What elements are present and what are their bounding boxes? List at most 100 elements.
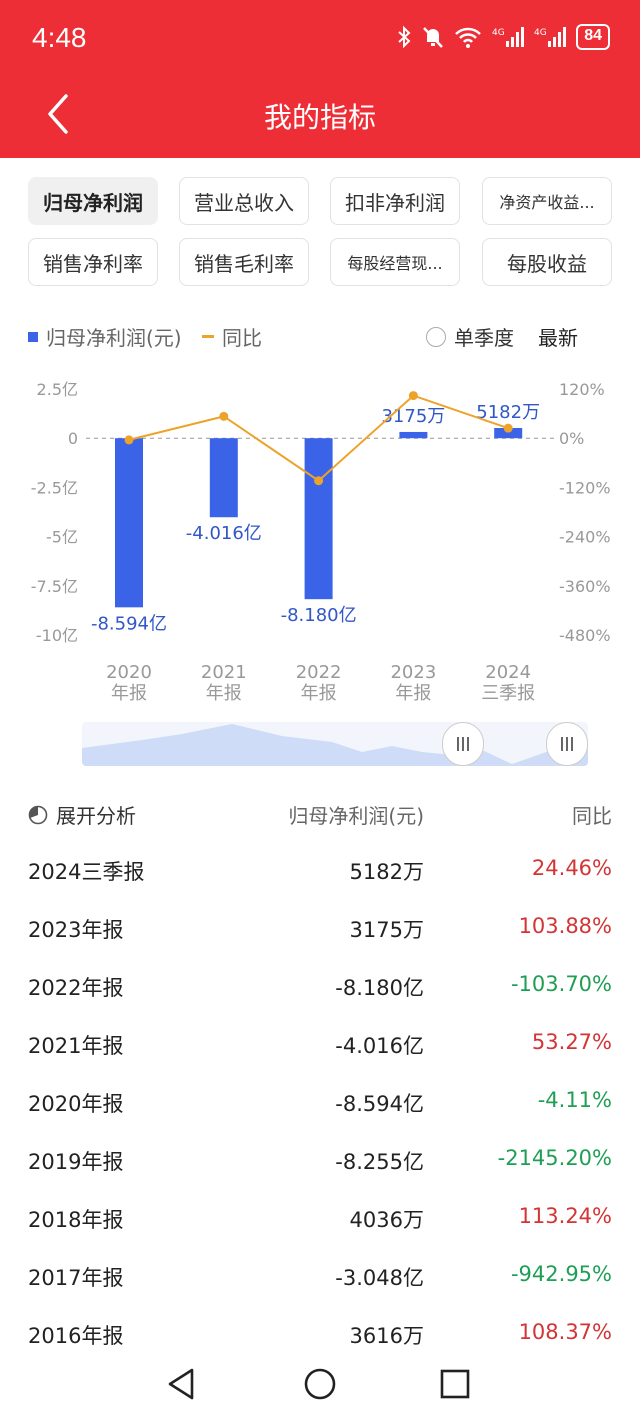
profit-chart: 2.5亿 0 -2.5亿 -5亿 -7.5亿 -10亿 120% 0% -120% -240% -3… xyxy=(31,380,611,704)
cell-period: 2017年报 xyxy=(28,1266,124,1290)
chip-roe[interactable]: 净资产收益... xyxy=(482,177,612,225)
status-icons: 4G 4G 84 xyxy=(396,24,610,50)
column-header-yoy: 同比 xyxy=(572,804,612,828)
cell-value: 4036万 xyxy=(349,1208,424,1232)
back-triangle-icon[interactable] xyxy=(164,1366,200,1402)
pie-chart-icon xyxy=(28,805,48,824)
chip-deducted-net-profit[interactable]: 扣非净利润 xyxy=(330,177,460,225)
y-right-tick-label: -240% xyxy=(559,528,611,547)
cell-value: -4.016亿 xyxy=(335,1034,424,1058)
table-row[interactable]: 2016年报 3616万 108.37% xyxy=(28,1304,612,1362)
table-row[interactable]: 2018年报 4036万 113.24% xyxy=(28,1188,612,1246)
chart-bar xyxy=(209,438,238,518)
chart-bar xyxy=(304,438,333,600)
y-left-tick-label: -7.5亿 xyxy=(31,577,78,596)
legend-line-label: 同比 xyxy=(222,326,262,350)
x-tick-label-year: 2023 xyxy=(390,662,436,683)
cell-yoy: 108.37% xyxy=(518,1320,612,1344)
cell-value: -8.594亿 xyxy=(335,1092,424,1116)
latest-button[interactable]: 最新 xyxy=(538,322,578,351)
home-circle-icon[interactable] xyxy=(302,1366,338,1402)
expand-analysis-button[interactable]: 展开分析 xyxy=(28,800,136,829)
cell-period: 2019年报 xyxy=(28,1150,124,1174)
y-left-tick-label: 2.5亿 xyxy=(37,380,78,399)
status-time: 4:48 xyxy=(32,22,87,53)
table-row[interactable]: 2021年报 -4.016亿 53.27% xyxy=(28,1014,612,1072)
bar-data-label: 5182万 xyxy=(476,402,540,423)
cell-period: 2022年报 xyxy=(28,976,124,1000)
wifi-icon xyxy=(455,27,482,48)
cell-yoy: -942.95% xyxy=(510,1262,612,1286)
y-right-tick-label: -480% xyxy=(559,626,611,645)
bar-swatch-icon xyxy=(28,331,38,342)
battery-icon: 84 xyxy=(576,24,610,50)
chip-net-margin[interactable]: 销售净利率 xyxy=(28,238,158,286)
quarter-toggle[interactable]: 单季度 xyxy=(426,322,514,351)
status-bar: 4:48 4G 4G 84 xyxy=(0,0,640,78)
column-header-value: 归母净利润(元) xyxy=(288,804,424,828)
data-table: 2024三季报 5182万 24.46% 2023年报 3175万 103.88% 20… xyxy=(28,840,612,1362)
table-row[interactable]: 2019年报 -8.255亿 -2145.20% xyxy=(28,1130,612,1188)
range-handle-left[interactable] xyxy=(442,722,484,766)
signal-4g-icon: 4G xyxy=(492,27,525,47)
page-title: 我的指标 xyxy=(263,101,376,134)
table-row[interactable]: 2022年报 -8.180亿 -103.70% xyxy=(28,956,612,1014)
cell-yoy: 24.46% xyxy=(531,856,612,880)
legend-line[interactable]: 同比 xyxy=(202,322,262,351)
x-tick-label-year: 2022 xyxy=(296,662,342,683)
y-left-tick-label: -2.5亿 xyxy=(31,478,78,497)
range-selector[interactable] xyxy=(72,722,590,766)
x-tick-label-period: 年报 xyxy=(206,683,242,704)
recents-square-icon[interactable] xyxy=(437,1366,473,1402)
table-header: 展开分析 归母净利润(元) 同比 xyxy=(28,798,612,828)
cell-period: 2024三季报 xyxy=(28,860,145,884)
chip-eps[interactable]: 每股收益 xyxy=(482,238,612,286)
latest-label: 最新 xyxy=(538,326,578,350)
yoy-point xyxy=(503,423,513,433)
chip-total-revenue[interactable]: 营业总收入 xyxy=(179,177,309,225)
y-right-tick-label: 120% xyxy=(559,380,605,399)
quarter-label: 单季度 xyxy=(454,326,514,350)
cell-yoy: 113.24% xyxy=(518,1204,612,1228)
yoy-point xyxy=(408,391,418,401)
range-handle-right[interactable] xyxy=(546,722,588,766)
cell-yoy: 53.27% xyxy=(531,1030,612,1054)
cell-period: 2016年报 xyxy=(28,1324,124,1348)
range-track xyxy=(82,722,588,766)
legend-bar-label: 归母净利润(元) xyxy=(46,326,182,350)
table-row[interactable]: 2017年报 -3.048亿 -942.95% xyxy=(28,1246,612,1304)
bar-data-label: -8.594亿 xyxy=(91,613,167,634)
chip-net-profit-parent[interactable]: 归母净利润 xyxy=(28,177,158,225)
x-tick-label-period: 年报 xyxy=(301,683,337,704)
x-tick-label-period: 三季报 xyxy=(481,683,535,704)
range-preview-area xyxy=(82,724,588,766)
cell-yoy: 103.88% xyxy=(518,914,612,938)
chart-bar xyxy=(399,431,428,439)
cell-value: 5182万 xyxy=(349,860,424,884)
chip-operating-cash-per-share[interactable]: 每股经营现... xyxy=(330,238,460,286)
y-right-tick-label: 0% xyxy=(559,429,584,448)
cell-period: 2021年报 xyxy=(28,1034,124,1058)
radio-icon xyxy=(426,326,446,347)
signal-4g-icon-2: 4G xyxy=(534,27,567,47)
chip-gross-margin[interactable]: 销售毛利率 xyxy=(179,238,309,286)
chart-bar xyxy=(494,428,523,439)
back-arrow-icon[interactable] xyxy=(38,92,82,136)
cell-value: 3616万 xyxy=(349,1324,424,1348)
cell-yoy: -2145.20% xyxy=(497,1146,612,1170)
y-right-tick-label: -120% xyxy=(559,478,611,497)
table-row[interactable]: 2020年报 -8.594亿 -4.11% xyxy=(28,1072,612,1130)
x-tick-label-year: 2020 xyxy=(106,662,152,683)
x-tick-label-year: 2024 xyxy=(485,662,531,683)
table-row[interactable]: 2023年报 3175万 103.88% xyxy=(28,898,612,956)
yoy-point xyxy=(314,476,324,486)
cell-period: 2020年报 xyxy=(28,1092,124,1116)
yoy-point xyxy=(124,435,134,445)
system-nav-bar xyxy=(0,1350,640,1415)
x-tick-label-period: 年报 xyxy=(111,683,147,704)
legend-bar[interactable]: 归母净利润(元) xyxy=(28,322,182,351)
table-row[interactable]: 2024三季报 5182万 24.46% xyxy=(28,840,612,898)
y-left-tick-label: 0 xyxy=(68,429,78,448)
bluetooth-icon xyxy=(398,25,411,49)
line-swatch-icon xyxy=(202,335,214,338)
